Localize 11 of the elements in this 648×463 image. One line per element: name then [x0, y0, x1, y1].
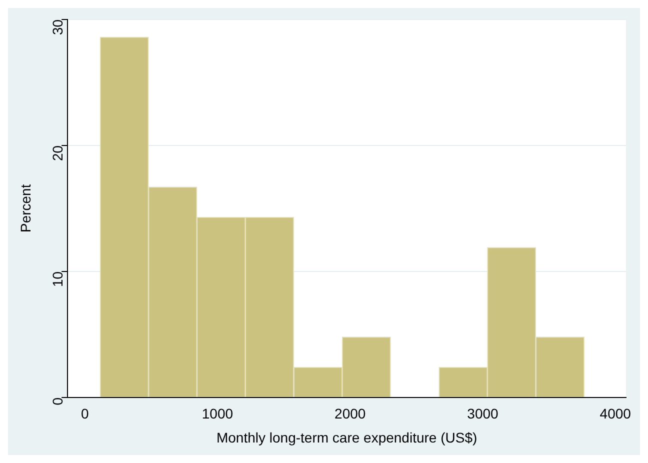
x-tick-label: 3000	[467, 406, 499, 422]
y-tick-label: 30	[49, 19, 66, 35]
x-tick-label: 1000	[202, 406, 234, 422]
y-tick-label: 0	[49, 397, 66, 406]
x-tick-label: 2000	[334, 406, 366, 422]
y-tick-label: 10	[49, 271, 66, 287]
x-tick-label: 0	[80, 406, 89, 422]
x-axis-title: Monthly long-term care expenditure (US$)	[216, 429, 478, 446]
x-tick-label: 4000	[600, 406, 632, 422]
y-tick-label: 20	[49, 145, 66, 161]
y-axis-title: Percent	[17, 184, 34, 233]
